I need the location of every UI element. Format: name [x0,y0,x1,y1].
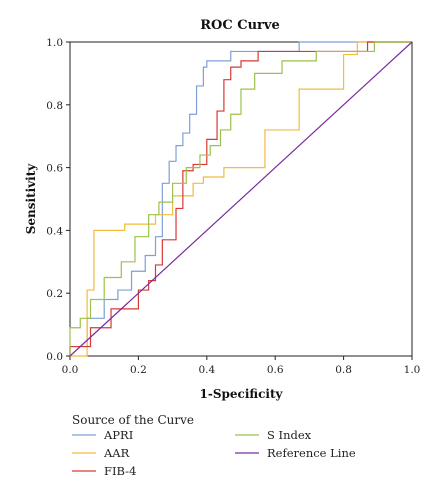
chart-title: ROC Curve [200,18,279,33]
plot-frame [69,41,413,357]
legend: Source of the Curve APRI AAR FIB-4 S Index R… [72,413,356,478]
roc-line-s-index [69,41,412,356]
y-tick-label: 0.6 [46,163,63,175]
x-tick-label: 0.8 [335,364,352,376]
y-tick-label: 0.4 [46,225,63,237]
x-tick-label: 0.2 [130,364,147,376]
legend-label: AAR [103,446,130,460]
x-tick-label: 1.0 [404,364,421,376]
y-tick-label: 0.2 [46,288,63,300]
roc-line-reference-line [69,41,413,357]
axis-ticks: 0.0 0.2 0.4 0.6 0.8 1.0 0.0 0.2 0.4 0.6 0.8 1.0 [46,37,420,376]
legend-label: FIB-4 [104,464,136,478]
x-tick-label: 0.0 [62,364,79,376]
legend-label: Reference Line [267,446,356,460]
legend-label: S Index [267,428,312,442]
roc-line-aar [70,41,412,357]
roc-line-fib-4 [69,41,412,356]
x-axis-title: 1-Specificity [200,387,284,401]
y-tick-label: 0.0 [46,351,63,363]
legend-title: Source of the Curve [72,413,194,427]
series-lines [69,41,413,357]
x-tick-label: 0.6 [267,364,284,376]
legend-label: APRI [103,428,133,442]
x-tick-label: 0.4 [198,364,215,376]
y-tick-label: 0.8 [46,100,63,112]
roc-line-apri [69,41,412,356]
y-axis-title: Sensitivity [24,163,38,235]
y-tick-label: 1.0 [46,37,63,49]
